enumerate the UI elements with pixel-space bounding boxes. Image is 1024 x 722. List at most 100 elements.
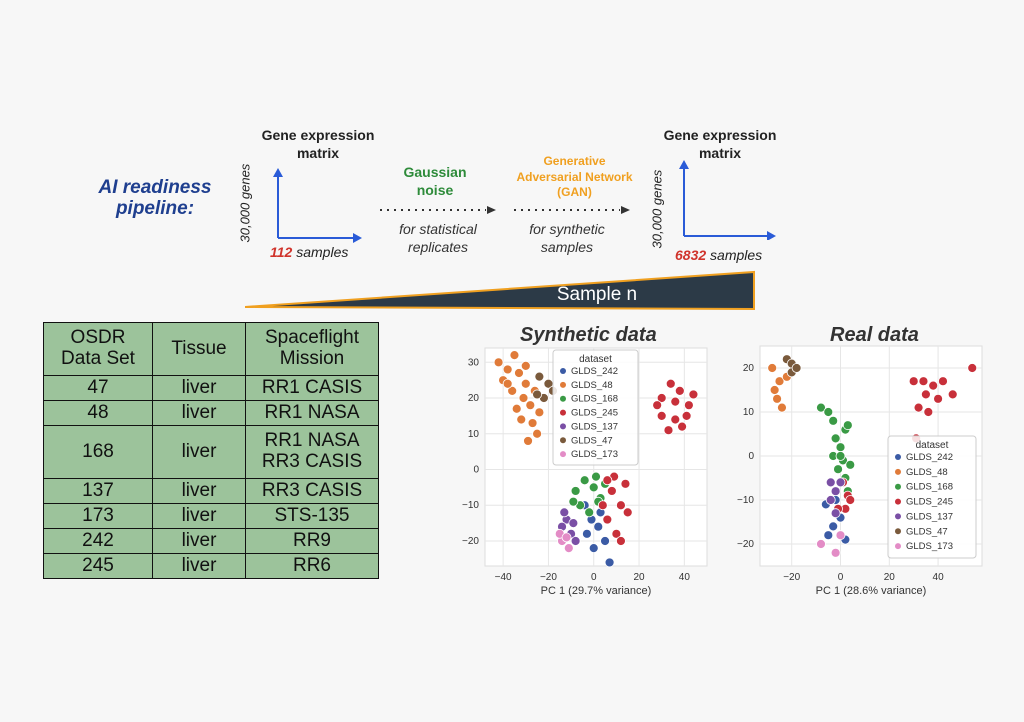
- left-matrix-ylabel: 30,000 genes: [237, 163, 253, 243]
- cell-tissue: liver: [152, 503, 246, 529]
- y-tick-label: 20: [743, 363, 755, 374]
- header-tissue: Tissue: [152, 322, 246, 376]
- legend-marker: [560, 423, 566, 430]
- scatter-point-glds-245: [845, 495, 856, 505]
- scatter-point-glds-168: [584, 507, 595, 518]
- sample-n-wedge: Sample n: [245, 270, 755, 311]
- cell-dataset: 173: [43, 503, 153, 529]
- legend-title: dataset: [579, 354, 612, 365]
- scatter-point-glds-245: [622, 507, 633, 518]
- cell-tissue: liver: [152, 528, 246, 554]
- sample-n-label: Sample n: [557, 284, 637, 305]
- table-row: 47 liver RR1 CASIS: [43, 375, 379, 401]
- scatter-point-glds-245: [656, 411, 667, 421]
- scatter-point-glds-245: [620, 478, 631, 489]
- legend-marker: [560, 437, 566, 444]
- scatter-point-glds-48: [774, 376, 785, 387]
- scatter-point-glds-242: [604, 557, 615, 568]
- synthetic-data-scatter: −40 −20 0 20 40 −20 −10 0 10 20 30 PC 1 (29.7% vari…: [462, 347, 708, 597]
- cell-mission: RR6: [245, 553, 379, 579]
- synthetic-chart-title: Synthetic data: [520, 324, 657, 346]
- gan-desc: for synthetic samples: [529, 221, 605, 255]
- scatter-point-glds-168: [579, 475, 590, 486]
- scatter-point-glds-168: [830, 433, 841, 444]
- cell-tissue: liver: [152, 425, 246, 479]
- scatter-point-glds-245: [908, 376, 919, 387]
- scatter-point-glds-245: [665, 378, 676, 389]
- scatter-point-glds-48: [527, 418, 538, 428]
- scatter-point-glds-245: [602, 475, 613, 486]
- scatter-point-glds-48: [518, 393, 529, 403]
- legend-marker: [895, 454, 901, 460]
- scatter-point-glds-137: [559, 507, 570, 518]
- scatter-point-glds-168: [828, 415, 839, 426]
- scatter-point-glds-48: [769, 385, 780, 395]
- cell-dataset: 137: [43, 478, 153, 504]
- legend-marker: [895, 513, 901, 520]
- scatter-point-glds-173: [835, 530, 846, 541]
- cell-dataset: 245: [43, 553, 153, 579]
- scatter-point-glds-245: [928, 380, 939, 391]
- cell-dataset: 48: [43, 400, 153, 426]
- scatter-point-glds-168: [568, 496, 579, 507]
- scatter-point-glds-48: [777, 402, 787, 413]
- right-matrix-samples: 6832 samples: [675, 247, 763, 263]
- x-tick-label: 20: [884, 572, 896, 583]
- legend-marker: [895, 528, 901, 535]
- legend-entry: GLDS_137: [571, 421, 618, 432]
- y-tick-label: −10: [737, 495, 754, 506]
- scatter-point-glds-245: [656, 393, 667, 403]
- legend-marker: [895, 483, 901, 490]
- scatter-point-glds-48: [523, 436, 533, 446]
- pipeline-title: AI readiness pipeline:: [98, 177, 212, 219]
- cell-mission: RR3 CASIS: [245, 478, 379, 504]
- real-chart-title: Real data: [830, 324, 919, 346]
- scatter-point-glds-48: [516, 414, 527, 425]
- cell-mission: STS-135: [245, 503, 379, 529]
- gaussian-noise-title: Gaussian noise: [403, 164, 467, 199]
- scatter-point-glds-245: [674, 385, 685, 396]
- scatter-point-glds-168: [833, 464, 843, 475]
- header-spaceflight-mission: Spaceflight Mission: [245, 322, 379, 376]
- cell-dataset: 242: [43, 528, 153, 554]
- scatter-point-glds-168: [823, 407, 834, 417]
- legend-entry: GLDS_173: [906, 541, 953, 552]
- y-tick-label: 10: [743, 407, 755, 418]
- scatter-point-glds-242: [600, 536, 610, 546]
- legend-entry: GLDS_48: [571, 380, 613, 391]
- scatter-point-glds-48: [509, 350, 520, 361]
- y-tick-label: 10: [468, 429, 480, 440]
- osdr-table: OSDR Data Set Tissue Spaceflight Mission…: [43, 322, 379, 579]
- cell-mission: RR1 NASA: [245, 400, 379, 426]
- scatter-point-glds-242: [593, 521, 604, 532]
- scatter-point-glds-48: [502, 378, 513, 389]
- cell-dataset: 168: [43, 425, 153, 479]
- gan-title: Generative Adversarial Network (GAN): [516, 154, 633, 200]
- scatter-point-glds-245: [681, 411, 692, 421]
- legend-marker: [560, 368, 566, 374]
- scatter-point-glds-245: [652, 400, 663, 411]
- cell-tissue: liver: [152, 400, 246, 426]
- scatter-point-glds-137: [830, 508, 841, 519]
- gan-arrow: [514, 206, 630, 214]
- legend-marker: [560, 395, 566, 402]
- scatter-point-glds-47: [532, 389, 543, 400]
- scatter-point-glds-48: [772, 393, 782, 404]
- legend-marker: [895, 498, 901, 505]
- y-tick-label: −20: [737, 539, 754, 550]
- scatter-point-glds-173: [830, 547, 841, 558]
- scatter-point-glds-245: [918, 376, 929, 387]
- scatter-point-glds-48: [520, 378, 531, 389]
- x-tick-label: 0: [838, 572, 844, 583]
- y-tick-label: 20: [468, 393, 480, 404]
- x-tick-label: 20: [633, 572, 645, 583]
- scatter-point-glds-137: [825, 477, 836, 488]
- x-tick-label: −20: [540, 572, 557, 583]
- scatter-point-glds-168: [570, 486, 581, 496]
- table-row: 168 liver RR1 NASA RR3 CASIS: [43, 425, 379, 479]
- scatter-point-glds-48: [532, 428, 543, 439]
- scatter-point-glds-48: [511, 403, 522, 414]
- table-row: 245 liver RR6: [43, 553, 379, 579]
- header-osdr-data-set: OSDR Data Set: [43, 322, 153, 376]
- legend-box: [552, 349, 639, 466]
